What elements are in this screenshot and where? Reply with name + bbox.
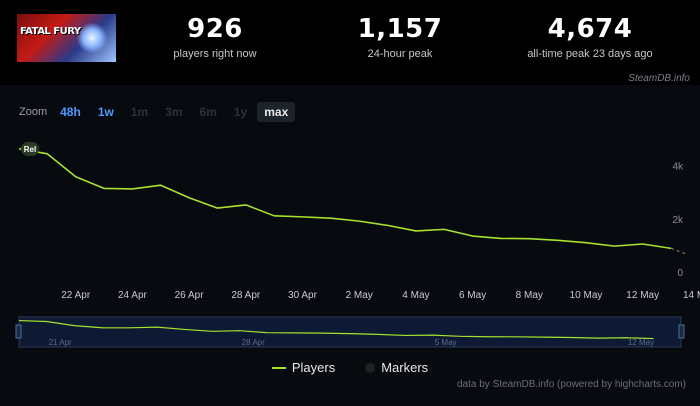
highcharts-credit[interactable]: data by SteamDB.info (powered by highcha… [457,379,686,390]
header: FATAL FURY 926 players right now 1,157 2… [0,0,700,85]
zoom-button-1m[interactable]: 1m [130,105,149,119]
x-tick-label: 2 May [346,290,373,301]
stat-value: 1,157 [357,14,443,44]
x-tick-label: 6 May [459,290,486,301]
lightning-icon [77,22,107,54]
zoom-button-48h[interactable]: 48h [60,105,81,119]
zoom-button-max[interactable]: max [257,102,296,122]
release-marker [21,142,39,156]
navigator-background [19,317,681,347]
x-tick-label: 22 Apr [61,290,91,301]
legend-label-markers: Markers [381,360,429,375]
x-tick-label: 28 Apr [231,290,261,301]
navigator-x-label: 21 Apr [49,338,72,347]
x-tick-label: 4 May [402,290,429,301]
stat-players-now: 926 players right now [150,14,280,60]
x-tick-label: 12 May [626,290,659,301]
x-tick-label: 26 Apr [175,290,205,301]
players-series-line [18,147,672,250]
x-tick-label: 30 Apr [288,290,318,301]
release-marker-label: Rel [24,145,36,154]
game-logo: FATAL FURY [20,26,81,37]
game-header-image[interactable]: FATAL FURY [17,14,116,62]
stat-value: 926 [187,14,243,44]
navigator-handle-right [678,324,685,339]
zoom-button-3m[interactable]: 3m [165,105,183,119]
legend-item-markers[interactable]: Markers [365,360,428,375]
zoom-button-1y[interactable]: 1y [233,105,248,119]
navigator-x-label: 28 Apr [242,338,265,347]
stat-all-time-peak: 4,674 all-time peak 23 days ago [515,14,665,60]
navigator-series-line [18,319,654,340]
chart-panel [0,85,700,406]
line-swatch-icon [271,366,286,369]
navigator-x-label: 5 May [435,338,457,347]
y-tick-label: 0 [677,268,683,279]
chart-legend: Players Markers [0,360,700,375]
players-series-tail [670,247,688,255]
stat-value: 4,674 [547,14,633,44]
legend-item-players[interactable]: Players [271,360,336,375]
navigator-handle-left [15,324,22,339]
stat-label: 24-hour peak [367,48,433,60]
zoom-button-1w[interactable]: 1w [97,105,114,119]
x-tick-label: 14 May [683,290,700,301]
legend-label-players: Players [291,360,336,375]
zoom-label: Zoom [19,106,48,118]
x-tick-label: 8 May [516,290,543,301]
player-count-chart[interactable]: 0 2k 4k 22 Apr 24 Apr 26 Apr 28 Apr 30 Apr 2 May… [0,85,700,360]
stat-label: all-time peak 23 days ago [527,48,653,60]
zoom-button-6m[interactable]: 6m [199,105,217,119]
x-tick-label: 10 May [570,290,603,301]
y-tick-label: 2k [672,215,684,226]
zoom-selector: Zoom 48h 1w 1m 3m 6m 1y max [19,102,298,122]
stat-label: players right now [173,48,257,60]
y-tick-label: 4k [672,162,684,173]
stat-24h-peak: 1,157 24-hour peak [335,14,465,60]
steamdb-credit[interactable]: SteamDB.info [628,73,690,84]
navigator-x-label: 12 May [628,338,654,347]
marker-swatch-icon [365,362,376,373]
x-tick-label: 24 Apr [118,290,148,301]
